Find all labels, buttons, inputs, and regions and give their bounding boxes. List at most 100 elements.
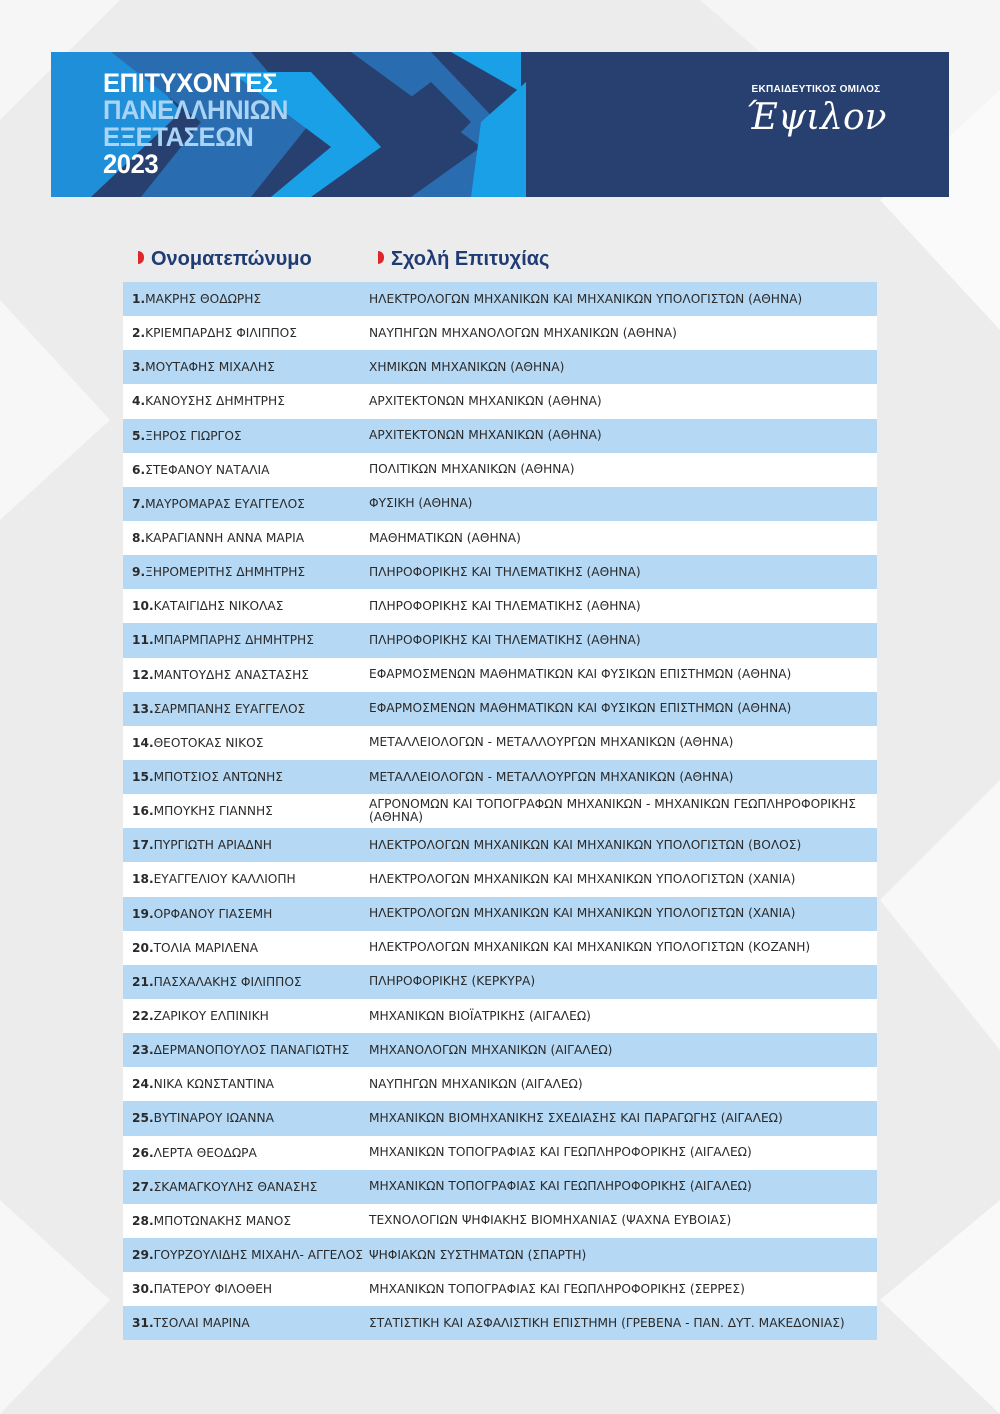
name-text: ΚΑΤΑΙΓΙΔΗΣ ΝΙΚΟΛΑΣ	[153, 599, 284, 614]
school-name: ΠΛΗΡΟΦΟΡΙΚΗΣ ΚΑΙ ΤΗΛΕΜΑΤΙΚΗΣ (ΑΘΗΝΑ)	[369, 564, 641, 579]
student-name: 25. ΒΥΤΙΝΑΡΟΥ ΙΩΑΝΝΑ	[132, 1101, 274, 1135]
school-name: ΜΗΧΑΝΙΚΩΝ ΤΟΠΟΓΡΑΦΙΑΣ ΚΑΙ ΓΕΩΠΛΗΡΟΦΟΡΙΚΗ…	[369, 1281, 745, 1296]
name-text: ΞΗΡΟΣ ΓΙΩΡΓΟΣ	[145, 428, 242, 443]
table-row: 3. ΜΟΥΤΑΦΗΣ ΜΙΧΑΛΗΣ ΧΗΜΙΚΩΝ ΜΗΧΑΝΙΚΩΝ (ΑΘΗ…	[123, 350, 877, 385]
school-name: ΧΗΜΙΚΩΝ ΜΗΧΑΝΙΚΩΝ (ΑΘΗΝΑ)	[369, 359, 565, 374]
school-name: ΜΑΘΗΜΑΤΙΚΩΝ (ΑΘΗΝΑ)	[369, 530, 521, 545]
row-number: 22.	[132, 1009, 154, 1024]
name-text: ΚΑΡΑΓΙΑΝΝΗ ΑΝΝΑ ΜΑΡΙΑ	[145, 531, 305, 546]
school-name: ΤΕΧΝΟΛΟΓΙΩΝ ΨΗΦΙΑΚΗΣ ΒΙΟΜΗΧΑΝΙΑΣ (ΨΑΧΝΑ …	[369, 1213, 732, 1228]
header-school: Σχολή Επιτυχίας	[378, 248, 549, 271]
row-number: 23.	[132, 1043, 154, 1058]
name-text: ΣΤΕΦΑΝΟΥ ΝΑΤΑΛΙΑ	[145, 462, 270, 477]
student-name: 29. ΓΟΥΡΖΟΥΛΙΔΗΣ ΜΙΧΑΗΛ- ΑΓΓΕΛΟΣ	[132, 1238, 363, 1272]
student-name: 5. ΞΗΡΟΣ ΓΙΩΡΓΟΣ	[132, 419, 242, 453]
table-row: 30. ΠΑΤΕΡΟΥ ΦΙΛΟΘΕΗ ΜΗΧΑΝΙΚΩΝ ΤΟΠΟΓΡΑΦΙΑΣ …	[123, 1272, 877, 1307]
student-name: 27. ΣΚΑΜΑΓΚΟΥΛΗΣ ΘΑΝΑΣΗΣ	[132, 1170, 317, 1204]
name-text: ΕΥΑΓΓΕΛΙΟΥ ΚΑΛΛΙΟΠΗ	[153, 872, 296, 887]
row-number: 21.	[132, 974, 154, 989]
row-number: 30.	[132, 1282, 154, 1297]
banner-title-line: ΕΞΕΤΑΣΕΩΝ	[103, 122, 254, 152]
student-name: 28. ΜΠΟΤΩΝΑΚΗΣ ΜΑΝΟΣ	[132, 1204, 291, 1238]
row-number: 14.	[132, 735, 154, 750]
school-name: ΨΗΦΙΑΚΩΝ ΣΥΣΤΗΜΑΤΩΝ (ΣΠΑΡΤΗ)	[369, 1247, 587, 1262]
row-number: 6.	[132, 462, 146, 477]
table-row: 16. ΜΠΟΥΚΗΣ ΓΙΑΝΝΗΣ ΑΓΡΟΝΟΜΩΝ ΚΑΙ ΤΟΠΟΓΡΑΦ…	[123, 794, 877, 829]
school-name: ΦΥΣΙΚΗ (ΑΘΗΝΑ)	[369, 496, 473, 511]
name-text: ΚΑΝΟΥΣΗΣ ΔΗΜΗΤΡΗΣ	[145, 394, 285, 409]
row-number: 24.	[132, 1077, 154, 1092]
header-banner: ΕΠΙΤΥΧΟΝΤΕΣ ΠΑΝΕΛΛΗΝΙΩΝ ΕΞΕΤΑΣΕΩΝ 2023 Ε…	[51, 52, 949, 197]
row-number: 26.	[132, 1145, 154, 1160]
student-name: 18. ΕΥΑΓΓΕΛΙΟΥ ΚΑΛΛΙΟΠΗ	[132, 862, 296, 896]
student-name: 2. ΚΡΙΕΜΠΑΡΔΗΣ ΦΙΛΙΠΠΟΣ	[132, 316, 297, 350]
school-name: ΠΛΗΡΟΦΟΡΙΚΗΣ (ΚΕΡΚΥΡΑ)	[369, 974, 536, 989]
row-number: 9.	[132, 565, 146, 580]
row-number: 4.	[132, 394, 146, 409]
student-name: 8. ΚΑΡΑΓΙΑΝΝΗ ΑΝΝΑ ΜΑΡΙΑ	[132, 521, 304, 555]
table-row: 7. ΜΑΥΡΟΜΑΡΑΣ ΕΥΑΓΓΕΛΟΣ ΦΥΣΙΚΗ (ΑΘΗΝΑ)	[123, 486, 877, 521]
school-name: ΗΛΕΚΤΡΟΛΟΓΩΝ ΜΗΧΑΝΙΚΩΝ ΚΑΙ ΜΗΧΑΝΙΚΩΝ ΥΠΟ…	[369, 871, 796, 886]
table-row: 28. ΜΠΟΤΩΝΑΚΗΣ ΜΑΝΟΣ ΤΕΧΝΟΛΟΓΙΩΝ ΨΗΦΙΑΚΗΣ …	[123, 1203, 877, 1238]
row-number: 29.	[132, 1248, 154, 1262]
column-headers: Ονοματεπώνυμο Σχολή Επιτυχίας	[138, 248, 878, 276]
student-name: 23. ΔΕΡΜΑΝΟΠΟΥΛΟΣ ΠΑΝΑΓΙΩΤΗΣ	[132, 1033, 349, 1067]
school-name: ΜΗΧΑΝΟΛΟΓΩΝ ΜΗΧΑΝΙΚΩΝ (ΑΙΓΑΛΕΩ)	[369, 1042, 613, 1057]
school-name: ΑΓΡΟΝΟΜΩΝ ΚΑΙ ΤΟΠΟΓΡΑΦΩΝ ΜΗΧΑΝΙΚΩΝ - ΜΗΧ…	[369, 797, 856, 825]
school-name: ΗΛΕΚΤΡΟΛΟΓΩΝ ΜΗΧΑΝΙΚΩΝ ΚΑΙ ΜΗΧΑΝΙΚΩΝ ΥΠΟ…	[369, 837, 802, 852]
school-name: ΠΛΗΡΟΦΟΡΙΚΗΣ ΚΑΙ ΤΗΛΕΜΑΤΙΚΗΣ (ΑΘΗΝΑ)	[369, 598, 641, 613]
table-row: 4. ΚΑΝΟΥΣΗΣ ΔΗΜΗΤΡΗΣ ΑΡΧΙΤΕΚΤΟΝΩΝ ΜΗΧΑΝΙΚΩ…	[123, 384, 877, 419]
row-number: 27.	[132, 1179, 154, 1194]
table-row: 15. ΜΠΟΤΣΙΟΣ ΑΝΤΩΝΗΣ ΜΕΤΑΛΛΕΙΟΛΟΓΩΝ - ΜΕΤΑ…	[123, 759, 877, 795]
name-text: ΝΙΚΑ ΚΩΝΣΤΑΝΤΙΝΑ	[153, 1077, 275, 1092]
name-text: ΠΑΤΕΡΟΥ ΦΙΛΟΘΕΗ	[153, 1282, 273, 1297]
school-name: ΠΛΗΡΟΦΟΡΙΚΗΣ ΚΑΙ ΤΗΛΕΜΑΤΙΚΗΣ (ΑΘΗΝΑ)	[369, 632, 641, 647]
banner-title-year: 2023	[103, 149, 159, 179]
name-text: ΜΠΟΤΩΝΑΚΗΣ ΜΑΝΟΣ	[153, 1213, 292, 1228]
name-text: ΒΥΤΙΝΑΡΟΥ ΙΩΑΝΝΑ	[153, 1111, 274, 1126]
header-school-label: Σχολή Επιτυχίας	[391, 248, 550, 270]
row-number: 15.	[132, 770, 154, 785]
banner-title-line: ΕΠΙΤΥΧΟΝΤΕΣ	[103, 68, 278, 98]
row-number: 10.	[132, 599, 154, 614]
student-name: 6. ΣΤΕΦΑΝΟΥ ΝΑΤΑΛΙΑ	[132, 453, 269, 487]
name-text: ΜΑΚΡΗΣ ΘΟΔΩΡΗΣ	[145, 292, 262, 307]
name-text: ΤΣΟΛΑΙ ΜΑΡΙΝΑ	[153, 1316, 250, 1331]
bullet-icon	[138, 251, 144, 264]
table-row: 22. ΖΑΡΙΚΟΥ ΕΛΠΙΝΙΚΗ ΜΗΧΑΝΙΚΩΝ ΒΙΟΪΑΤΡΙΚΗΣ…	[123, 998, 877, 1034]
name-text: ΘΕΟΤΟΚΑΣ ΝΙΚΟΣ	[153, 735, 264, 750]
school-name: ΜΗΧΑΝΙΚΩΝ ΤΟΠΟΓΡΑΦΙΑΣ ΚΑΙ ΓΕΩΠΛΗΡΟΦΟΡΙΚΗ…	[369, 1145, 752, 1160]
student-name: 30. ΠΑΤΕΡΟΥ ΦΙΛΟΘΕΗ	[132, 1272, 272, 1306]
school-name: ΜΗΧΑΝΙΚΩΝ ΒΙΟΜΗΧΑΝΙΚΗΣ ΣΧΕΔΙΑΣΗΣ ΚΑΙ ΠΑΡ…	[369, 1110, 783, 1125]
school-name: ΝΑΥΠΗΓΩΝ ΜΗΧΑΝΟΛΟΓΩΝ ΜΗΧΑΝΙΚΩΝ (ΑΘΗΝΑ)	[369, 325, 677, 340]
name-text: ΜΠΟΥΚΗΣ ΓΙΑΝΝΗΣ	[153, 804, 273, 819]
student-name: 31. ΤΣΟΛΑΙ ΜΑΡΙΝΑ	[132, 1306, 250, 1340]
school-name: ΕΦΑΡΜΟΣΜΕΝΩΝ ΜΑΘΗΜΑΤΙΚΩΝ ΚΑΙ ΦΥΣΙΚΩΝ ΕΠΙ…	[369, 667, 792, 682]
school-name: ΗΛΕΚΤΡΟΛΟΓΩΝ ΜΗΧΑΝΙΚΩΝ ΚΑΙ ΜΗΧΑΝΙΚΩΝ ΥΠΟ…	[369, 940, 811, 955]
row-number: 28.	[132, 1213, 154, 1228]
name-text: ΠΑΣΧΑΛΑΚΗΣ ΦΙΛΙΠΠΟΣ	[153, 974, 302, 989]
table-row: 9. ΞΗΡΟΜΕΡΙΤΗΣ ΔΗΜΗΤΡΗΣ ΠΛΗΡΟΦΟΡΙΚΗΣ ΚΑΙ Τ…	[123, 555, 877, 590]
table-row: 17. ΠΥΡΓΙΩΤΗ ΑΡΙΑΔΝΗ ΗΛΕΚΤΡΟΛΟΓΩΝ ΜΗΧΑΝΙΚΩ…	[123, 828, 877, 863]
row-number: 18.	[132, 872, 154, 887]
row-number: 5.	[132, 428, 146, 443]
name-text: ΜΠΟΤΣΙΟΣ ΑΝΤΩΝΗΣ	[153, 770, 283, 785]
row-number: 12.	[132, 667, 154, 682]
table-row: 18. ΕΥΑΓΓΕΛΙΟΥ ΚΑΛΛΙΟΠΗ ΗΛΕΚΤΡΟΛΟΓΩΝ ΜΗΧΑΝ…	[123, 862, 877, 897]
row-number: 20.	[132, 940, 154, 955]
student-name: 10. ΚΑΤΑΙΓΙΔΗΣ ΝΙΚΟΛΑΣ	[132, 589, 283, 623]
table-row: 13. ΣΑΡΜΠΑΝΗΣ ΕΥΑΓΓΕΛΟΣ ΕΦΑΡΜΟΣΜΕΝΩΝ ΜΑΘΗΜ…	[123, 691, 877, 726]
row-number: 13.	[132, 701, 154, 716]
school-name: ΜΕΤΑΛΛΕΙΟΛΟΓΩΝ - ΜΕΤΑΛΛΟΥΡΓΩΝ ΜΗΧΑΝΙΚΩΝ …	[369, 735, 734, 750]
table-row: 14. ΘΕΟΤΟΚΑΣ ΝΙΚΟΣ ΜΕΤΑΛΛΕΙΟΛΟΓΩΝ - ΜΕΤΑΛΛ…	[123, 725, 877, 760]
school-name: ΜΗΧΑΝΙΚΩΝ ΤΟΠΟΓΡΑΦΙΑΣ ΚΑΙ ΓΕΩΠΛΗΡΟΦΟΡΙΚΗ…	[369, 1179, 752, 1194]
table-row: 21. ΠΑΣΧΑΛΑΚΗΣ ΦΙΛΙΠΠΟΣ ΠΛΗΡΟΦΟΡΙΚΗΣ (ΚΕΡΚ…	[123, 964, 877, 999]
name-text: ΖΑΡΙΚΟΥ ΕΛΠΙΝΙΚΗ	[153, 1009, 269, 1024]
table-row: 8. ΚΑΡΑΓΙΑΝΝΗ ΑΝΝΑ ΜΑΡΙΑ ΜΑΘΗΜΑΤΙΚΩΝ (ΑΘΗΝ…	[123, 520, 877, 556]
name-text: ΞΗΡΟΜΕΡΙΤΗΣ ΔΗΜΗΤΡΗΣ	[145, 565, 306, 580]
student-name: 1. ΜΑΚΡΗΣ ΘΟΔΩΡΗΣ	[132, 282, 261, 316]
table-row: 23. ΔΕΡΜΑΝΟΠΟΥΛΟΣ ΠΑΝΑΓΙΩΤΗΣ ΜΗΧΑΝΟΛΟΓΩΝ Μ…	[123, 1033, 877, 1068]
row-number: 2.	[132, 326, 146, 341]
student-name: 13. ΣΑΡΜΠΑΝΗΣ ΕΥΑΓΓΕΛΟΣ	[132, 692, 305, 726]
epsilon-logo: ΕΚΠΑΙΔΕΥΤΙΚΟΣ ΟΜΙΛΟΣ Έψιλον	[731, 84, 901, 138]
